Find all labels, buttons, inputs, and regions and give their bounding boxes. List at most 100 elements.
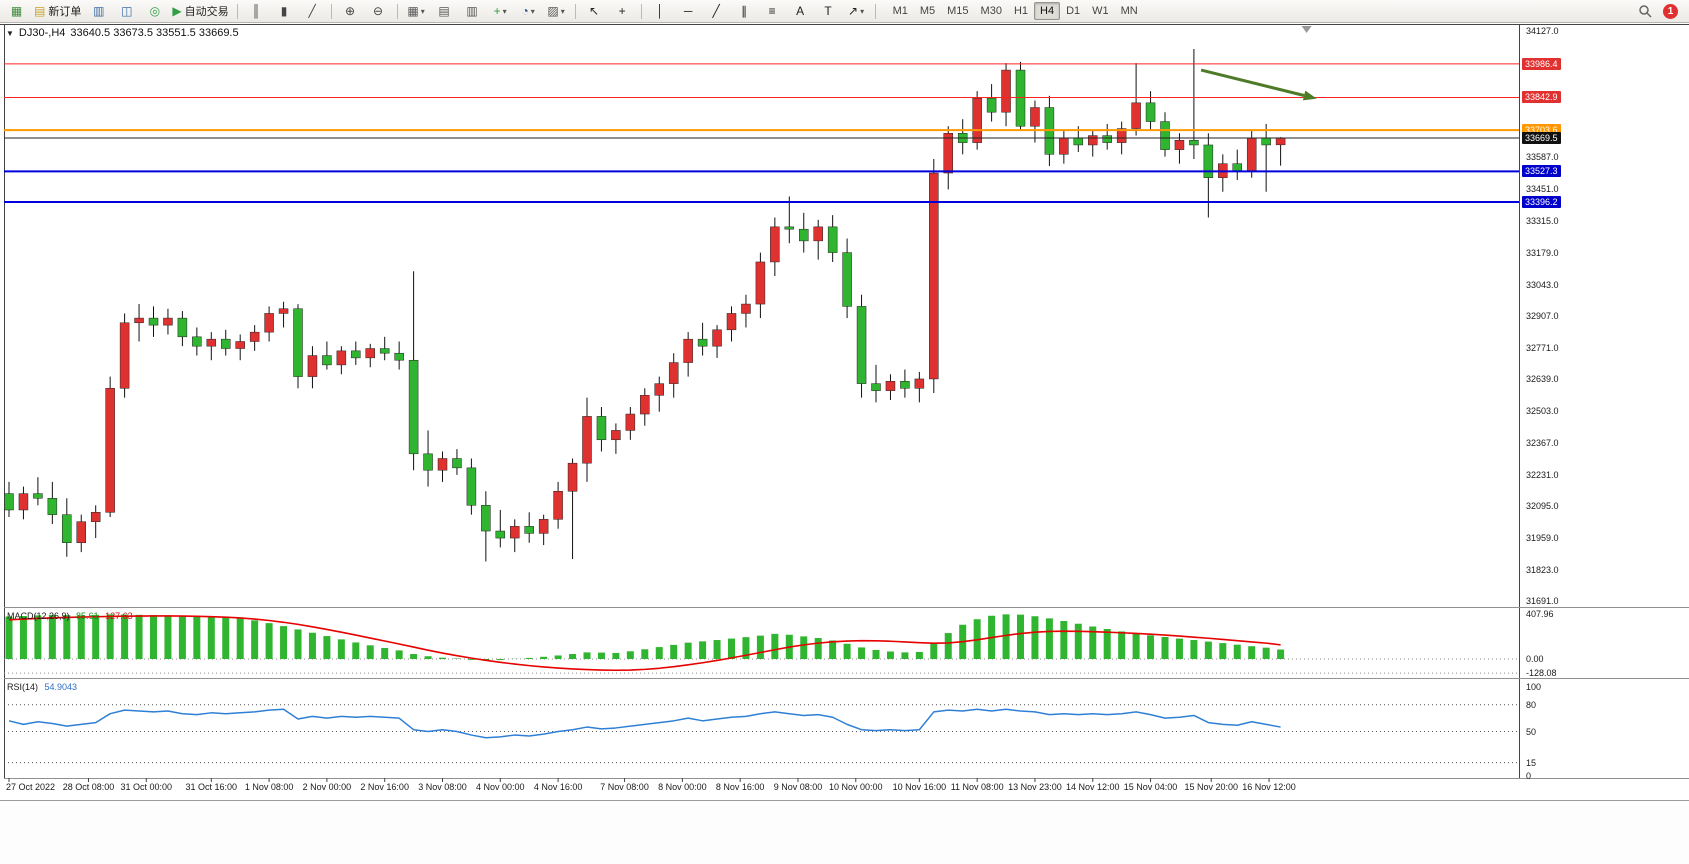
rsi-axis-label: 0: [1526, 771, 1532, 781]
cursor-icon[interactable]: ↖: [581, 1, 608, 22]
arrows-icon: ↗: [848, 4, 859, 18]
dropdown-caret-icon: ▾: [530, 6, 535, 16]
autotrading-button[interactable]: ▶ 自动交易: [169, 1, 231, 22]
line-chart-icon[interactable]: ╱: [299, 1, 326, 22]
dropdown-caret-icon: ▾: [420, 6, 425, 16]
time-axis-label: 15 Nov 04:00: [1123, 782, 1178, 792]
time-axis-label: 15 Nov 20:00: [1184, 782, 1239, 792]
timeframe-group: M1 M5 M15 M30 H1 H4 D1 W1 MN: [887, 2, 1144, 20]
toolbar-separator: [574, 3, 576, 19]
timeframe-m15[interactable]: M15: [947, 5, 969, 17]
equidistant-channel-icon: ∥: [741, 4, 748, 18]
rsi-axis-label: 15: [1526, 757, 1537, 768]
candlestick-series: [4, 49, 1286, 562]
rsi-header: RSI(14) 54.9043: [7, 682, 77, 692]
autotrading-button: ▶: [172, 4, 182, 18]
ohlc-values: 33640.5 33673.5 33551.5 33669.5: [70, 27, 239, 39]
signals-icon: ◎: [149, 4, 161, 18]
chart-canvas[interactable]: [0, 24, 1689, 800]
price-line-badge: 33396.2: [1522, 196, 1561, 208]
timeframe-h1[interactable]: H1: [1013, 5, 1029, 17]
timeframe-m1[interactable]: M1: [892, 5, 908, 17]
bar-chart-icon[interactable]: ║: [243, 1, 270, 22]
time-axis-label: 11 Nov 08:00: [950, 782, 1004, 792]
time-axis-label: 31 Oct 00:00: [120, 782, 173, 792]
zoom-in-icon: ⊕: [345, 4, 356, 18]
search-icon[interactable]: [1631, 1, 1658, 22]
price-axis-label: 31823.0: [1526, 565, 1559, 576]
horizontal-line-icon[interactable]: ─: [675, 1, 702, 22]
cascade-windows-icon[interactable]: ▤: [431, 1, 458, 22]
dropdown-caret-icon: ▾: [560, 6, 565, 16]
time-axis-label: 13 Nov 23:00: [1008, 782, 1062, 792]
toolbar-separator: [874, 3, 876, 19]
arrange-windows-icon: ▥: [466, 4, 478, 18]
zoom-out-icon[interactable]: ⊖: [365, 1, 392, 22]
fibonacci-icon[interactable]: ≡: [759, 1, 786, 22]
timeframe-h4[interactable]: H4: [1034, 2, 1061, 20]
macd-axis-label: 0.00: [1526, 654, 1544, 664]
price-axis-label: 32367.0: [1526, 437, 1559, 448]
rsi-axis-label: 50: [1526, 726, 1537, 737]
crosshair-icon[interactable]: +: [609, 1, 636, 22]
toolbar-separator: [396, 3, 398, 19]
rsi-name: RSI(14): [7, 682, 39, 692]
price-axis-label: 33315.0: [1526, 216, 1559, 226]
zoom-in-icon[interactable]: ⊕: [337, 1, 364, 22]
trendline-icon[interactable]: ╱: [703, 1, 730, 22]
tile-windows-icon[interactable]: ▦ ▾: [403, 1, 430, 22]
trend-arrow[interactable]: [1200, 68, 1317, 101]
new-chart-icon[interactable]: ▦: [3, 1, 30, 22]
rsi-line: [8, 708, 1281, 739]
arrange-windows-icon[interactable]: ▥: [459, 1, 486, 22]
periods-icon[interactable]: ◔ ▾: [515, 1, 542, 22]
rsi-axis-label: 80: [1526, 699, 1537, 710]
add-indicator-icon: +: [493, 4, 501, 18]
zoom-out-icon: ⊖: [373, 4, 384, 18]
trendline-icon: ╱: [712, 4, 720, 18]
price-line-badge: 33527.3: [1522, 165, 1561, 178]
arrows-icon[interactable]: ↗ ▾: [843, 1, 870, 22]
market-depth-icon[interactable]: ▥: [85, 1, 112, 22]
candlestick-chart-icon[interactable]: ▮: [271, 1, 298, 22]
toolbar-separator: [236, 3, 238, 19]
profile-icon[interactable]: ◫: [113, 1, 140, 22]
cursor-icon: ↖: [589, 4, 600, 18]
signals-icon[interactable]: ◎: [141, 1, 168, 22]
periods-icon: ◔: [521, 4, 529, 18]
macd-main-value: 85.61: [76, 611, 99, 621]
toolbar-separator: [330, 3, 332, 19]
equidistant-channel-icon[interactable]: ∥: [731, 1, 758, 22]
rsi-value: 54.9043: [44, 682, 78, 692]
price-axis-label: 34127.0: [1526, 26, 1559, 36]
workspace-empty-area: [0, 800, 1689, 864]
add-indicator-icon[interactable]: + ▾: [487, 1, 514, 22]
macd-signal-value: 127.63: [105, 611, 133, 621]
price-line-badge: 33986.4: [1522, 57, 1561, 70]
notification-badge[interactable]: 1: [1663, 3, 1678, 19]
timeframe-m5[interactable]: M5: [919, 5, 936, 17]
text-label-icon[interactable]: T: [815, 1, 842, 22]
cascade-windows-icon: ▤: [438, 4, 450, 18]
macd-histogram: [5, 614, 1285, 661]
profile-icon: ◫: [121, 4, 133, 18]
text-icon[interactable]: A: [787, 1, 814, 22]
text-icon: A: [796, 4, 805, 18]
timeframe-m30[interactable]: M30: [980, 5, 1002, 17]
autotrading-button-label: 自动交易: [184, 6, 229, 18]
chart-shift-marker-icon[interactable]: [1301, 26, 1312, 33]
time-axis-label: 8 Nov 00:00: [658, 782, 707, 792]
timeframe-mn[interactable]: MN: [1120, 5, 1138, 17]
new-order-button[interactable]: ▤ 新订单: [31, 1, 84, 22]
templates-icon[interactable]: ▨ ▾: [543, 1, 570, 22]
timeframe-d1[interactable]: D1: [1066, 5, 1081, 17]
symbol-dropdown-icon[interactable]: ▼: [6, 28, 14, 38]
time-axis-label: 14 Nov 12:00: [1065, 782, 1120, 792]
crosshair-icon: +: [618, 4, 626, 18]
timeframe-w1[interactable]: W1: [1092, 5, 1109, 17]
text-label-icon: T: [824, 4, 832, 18]
vertical-line-icon[interactable]: │: [647, 1, 674, 22]
price-axis-label: 31959.0: [1526, 533, 1559, 544]
time-axis-label: 16 Nov 12:00: [1242, 782, 1296, 792]
market-depth-icon: ▥: [93, 4, 105, 18]
